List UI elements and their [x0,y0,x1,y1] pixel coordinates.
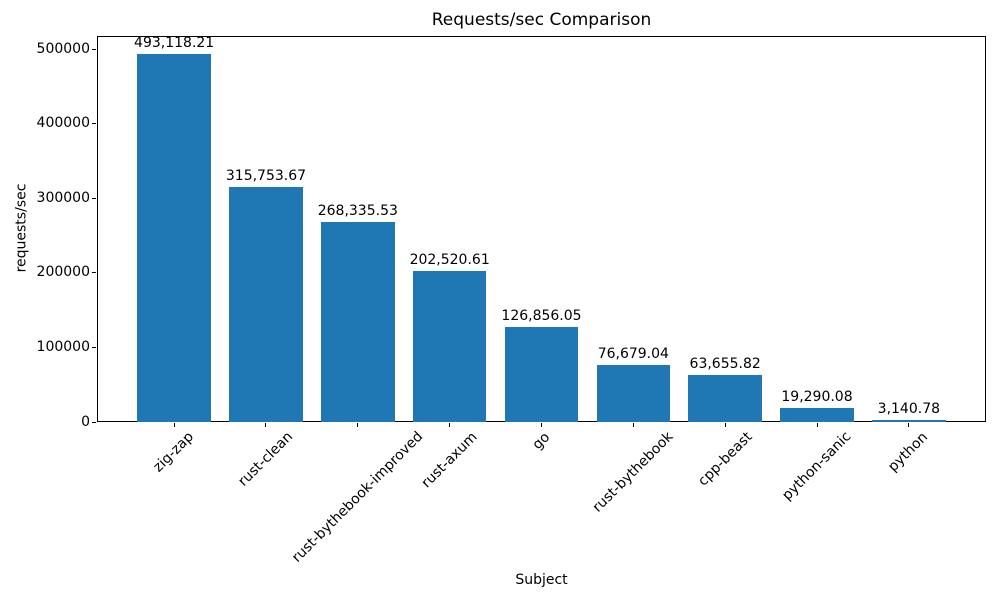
bar-rust-axum [412,271,487,422]
x-tick [816,423,818,427]
y-tick [92,197,96,199]
x-tick [357,423,359,427]
x-tick-label: rust-bythebook [589,429,677,516]
y-tick-label: 200000 [36,264,90,281]
bar-value-label: 19,290.08 [781,388,853,405]
x-tick-label: python-sanic [779,428,855,505]
y-axis-label: requests/sec [13,183,30,273]
x-tick [265,423,267,427]
y-tick-label: 300000 [36,189,90,206]
y-tick-label: 100000 [36,338,90,355]
y-tick [92,123,96,125]
x-tick-label: cpp-beast [694,428,756,490]
bar-rust-bythebook [596,364,671,422]
bar-rust-bythebook-improved [321,221,395,422]
x-tick-label: rust-bythebook-improved [288,428,427,567]
x-tick [449,423,451,427]
y-tick [92,48,96,50]
y-tick [92,421,96,423]
y-tick-label: 400000 [36,115,90,132]
y-tick-label: 0 [81,413,90,430]
x-axis-label: Subject [515,572,568,588]
bar-value-label: 76,679.04 [597,345,669,362]
x-tick-label: go [529,428,554,453]
x-tick-label: rust-axum [418,429,481,492]
bar-go [504,327,579,422]
x-tick [724,423,726,427]
x-tick [173,423,175,427]
bar-value-label: 126,856.05 [501,308,582,325]
x-tick [908,423,910,427]
x-tick-label: python [885,428,932,475]
bar-value-label: 63,655.82 [689,355,761,372]
chart-title: Requests/sec Comparison [431,10,652,30]
bar-value-label: 268,335.53 [317,202,398,219]
bar-value-label: 202,520.61 [409,252,490,269]
y-tick [92,272,96,274]
y-tick [92,346,96,348]
y-tick-label: 500000 [36,40,90,57]
bar-python-sanic [780,407,854,422]
bar-value-label: 315,753.67 [225,167,307,184]
x-tick [632,423,634,427]
bar-value-label: 3,140.78 [877,400,941,417]
bar-value-label: 493,118.21 [134,35,215,52]
bar-cpp-beast [688,374,762,422]
bar-python [872,419,946,422]
bar-rust-clean [229,186,303,422]
bar-zig-zap [137,54,211,422]
x-tick [541,423,542,427]
x-tick-label: zig-zap [150,428,198,476]
x-tick-label: rust-clean [235,428,297,490]
